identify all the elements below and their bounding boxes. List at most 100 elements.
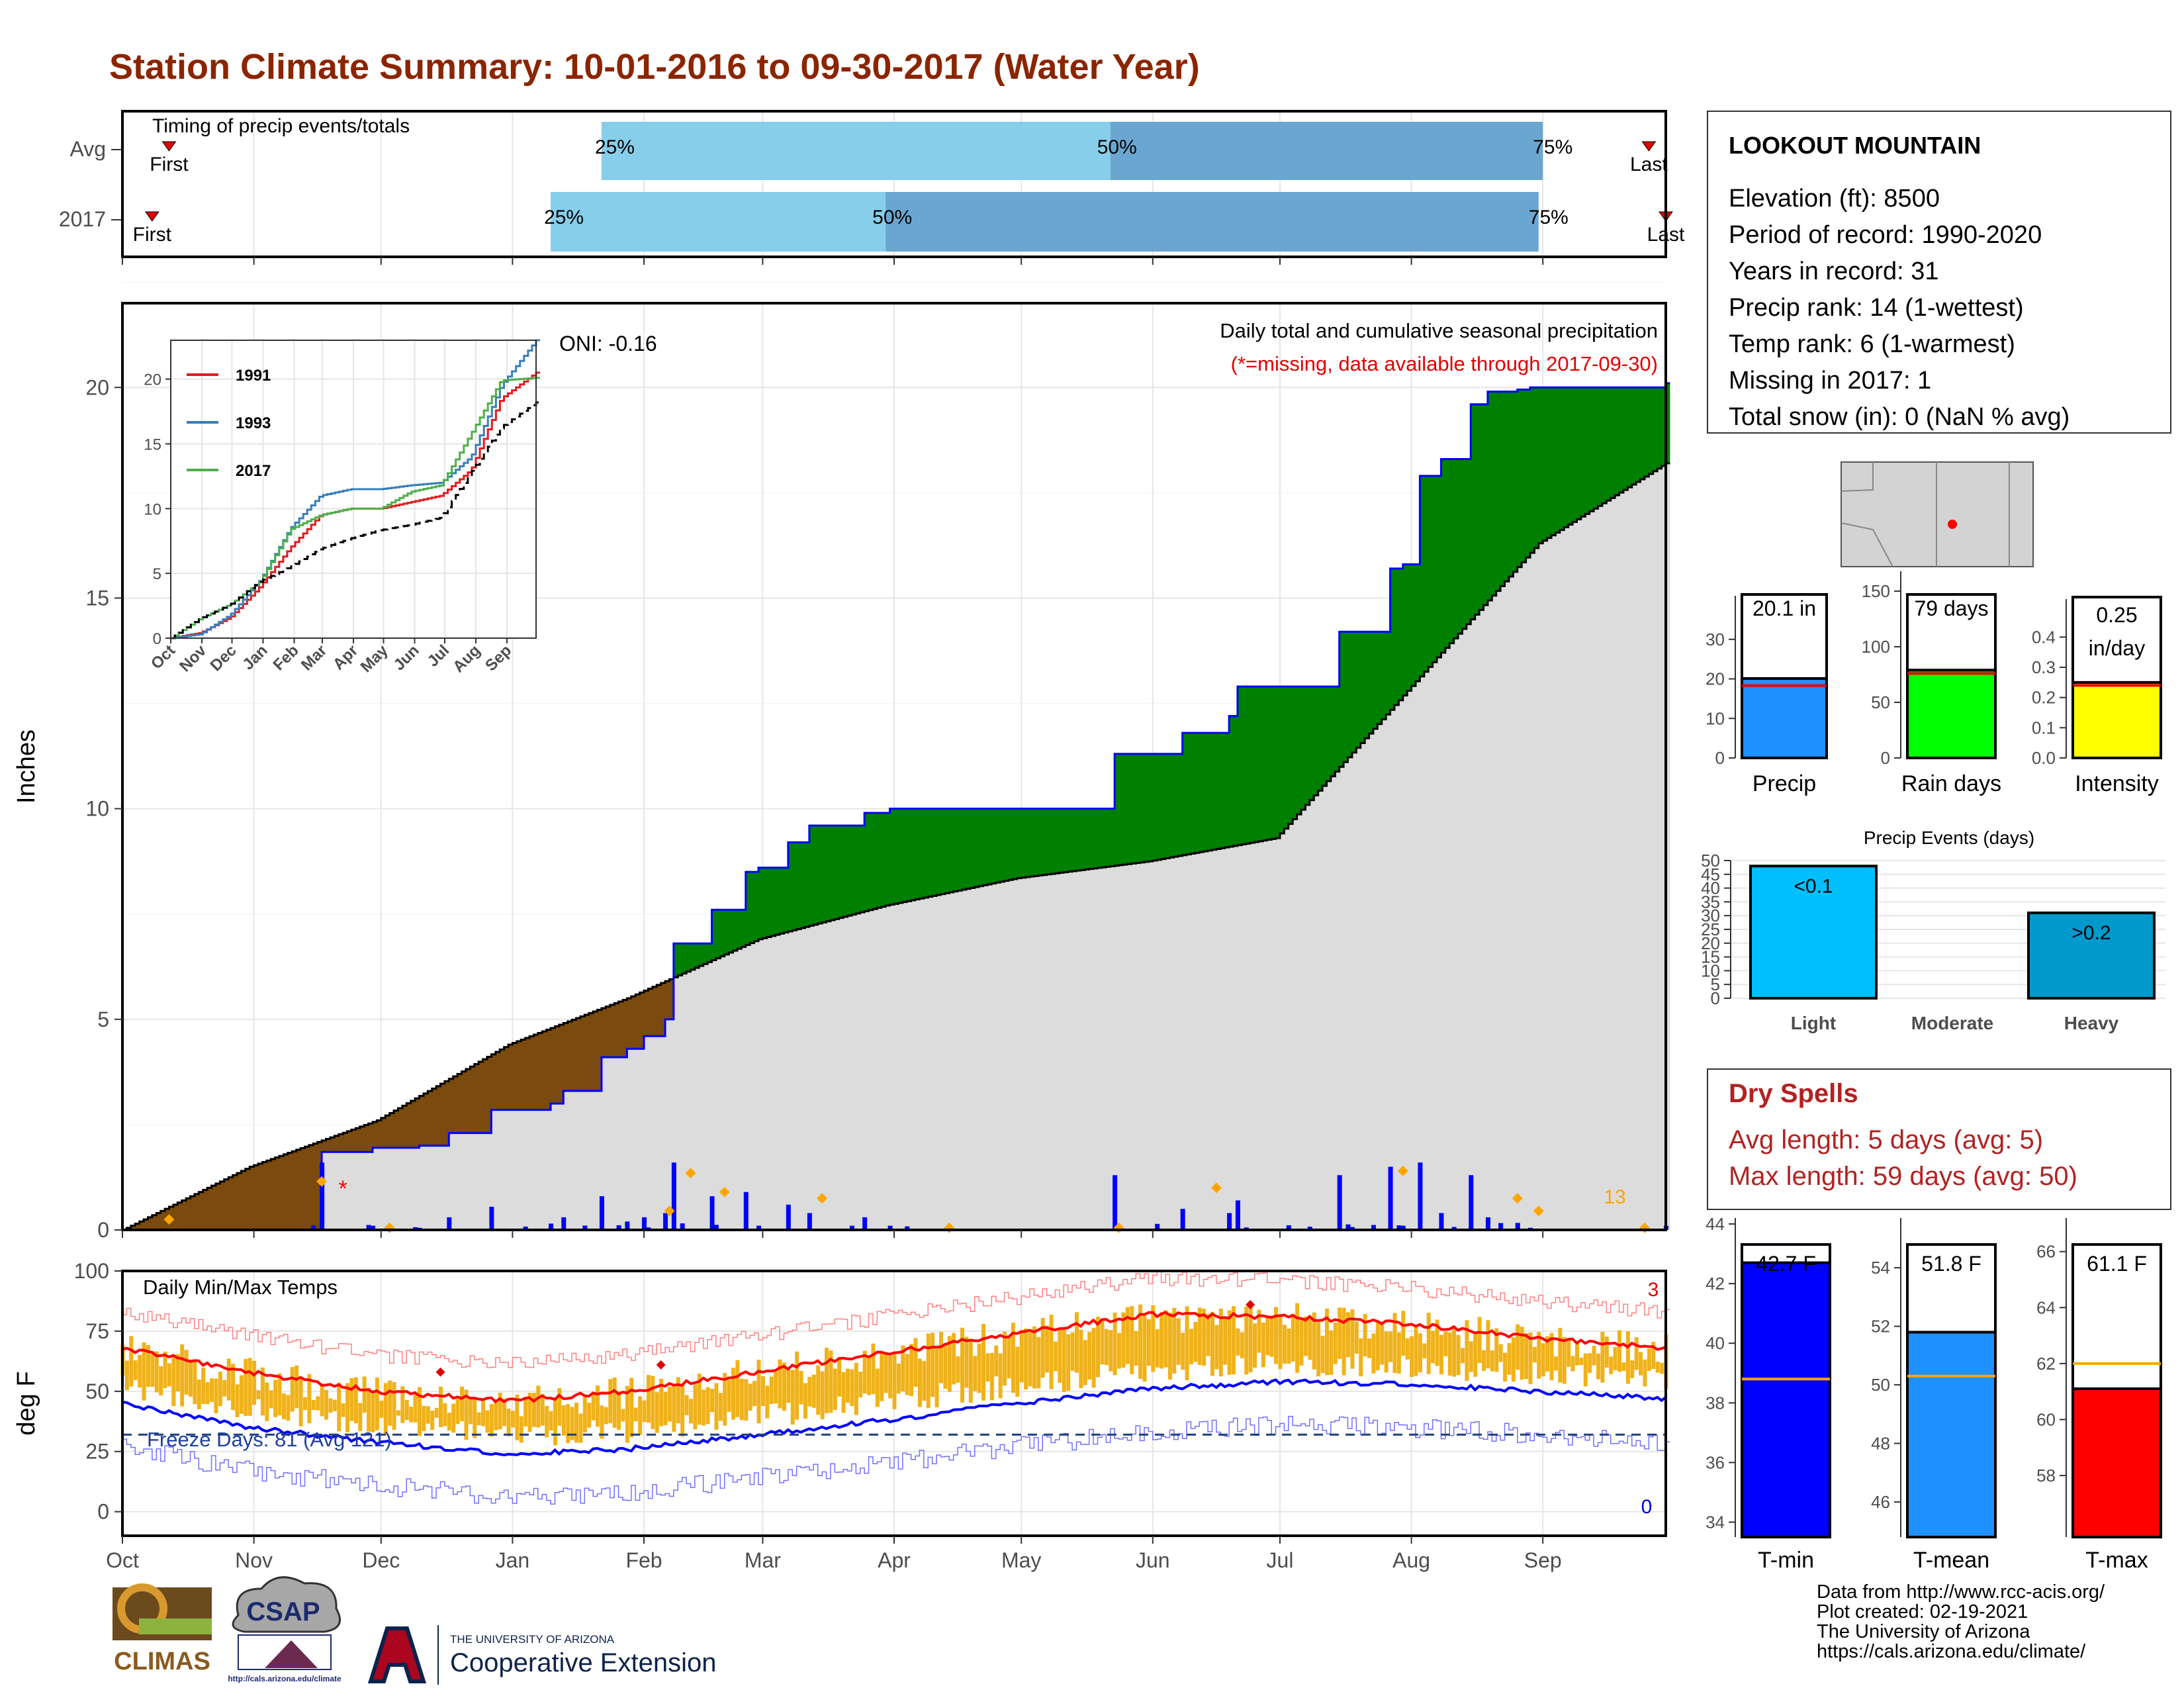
daily-temp-bar <box>1338 1307 1342 1359</box>
daily-temp-bar <box>197 1380 201 1410</box>
daily-temp-bar <box>807 1376 812 1407</box>
daily-temp-bar <box>362 1376 367 1413</box>
daily-temp-bar <box>273 1380 278 1417</box>
stat-ytick-label: 0.3 <box>2032 657 2056 677</box>
temp-stat-ytick-label: 54 <box>1871 1258 1890 1278</box>
stat-value-text: 20.1 in <box>1752 596 1816 620</box>
daily-temp-bar <box>371 1391 375 1432</box>
daily-precip-bar <box>756 1225 761 1230</box>
credit-line: https://cals.arizona.edu/climate/ <box>1817 1641 2086 1662</box>
daily-precip-bar <box>1498 1223 1504 1230</box>
daily-temp-bar <box>1579 1358 1584 1366</box>
daily-temp-bar <box>1287 1328 1291 1364</box>
daily-temp-bar <box>1138 1304 1143 1379</box>
credit-line: Plot created: 02-19-2021 <box>1817 1601 2028 1622</box>
inset-series-line <box>171 401 541 639</box>
daily-temp-bar <box>1163 1310 1168 1368</box>
last-marker <box>1641 141 1657 152</box>
precip-caption: Daily total and cumulative seasonal prec… <box>1220 319 1658 342</box>
daily-temp-bar <box>400 1386 405 1423</box>
daily-temp-bar <box>295 1365 299 1409</box>
stat-bar-label: Intensity <box>2075 771 2159 796</box>
temp-value-text: 51.8 F <box>1921 1252 1981 1276</box>
daily-temp-bar <box>553 1397 557 1446</box>
daily-temp-bar <box>1380 1324 1385 1365</box>
daily-temp-bar <box>163 1351 167 1388</box>
daily-precip-bar <box>582 1225 588 1230</box>
csap-mountain <box>265 1640 318 1668</box>
daily-temp-bar <box>1324 1308 1329 1376</box>
temp-stat-ytick-label: 52 <box>1871 1317 1890 1336</box>
daily-temp-bar <box>1109 1330 1113 1372</box>
event-bar-label: <0.1 <box>1794 875 1833 897</box>
station-info-box <box>1707 111 2171 434</box>
daily-temp-bar <box>1223 1319 1228 1365</box>
stat-ytick-label: 150 <box>1862 581 1890 601</box>
daily-temp-bar <box>413 1395 418 1423</box>
daily-temp-bar <box>884 1352 888 1393</box>
temp-stat-ytick-label: 42 <box>1706 1274 1725 1293</box>
inset-series-line <box>171 339 541 639</box>
daily-temp-bar <box>1032 1326 1036 1389</box>
daily-temp-bar <box>265 1382 269 1421</box>
daily-temp-bar <box>1202 1309 1206 1366</box>
daily-temp-bar <box>799 1370 803 1405</box>
daily-temp-bar <box>1405 1338 1410 1360</box>
daily-precip-bar <box>1235 1200 1240 1230</box>
daily-temp-bar <box>311 1400 316 1411</box>
daily-temp-bar <box>1299 1319 1304 1366</box>
events-ytick-label: 5 <box>1711 974 1720 994</box>
missing-marker: * <box>339 1176 347 1201</box>
daily-temp-bar <box>981 1323 986 1401</box>
daily-temp-bar <box>693 1384 698 1430</box>
daily-temp-bar <box>1248 1307 1253 1373</box>
daily-temp-bar <box>1329 1330 1334 1375</box>
daily-temp-bar <box>477 1412 481 1426</box>
daily-temp-bar <box>1218 1308 1223 1377</box>
temp-panel-label: Daily Min/Max Temps <box>143 1276 338 1299</box>
daily-temp-bar <box>985 1353 990 1382</box>
daily-temp-bar <box>735 1360 740 1417</box>
daily-temp-bar <box>1375 1321 1380 1370</box>
daily-temp-bar <box>1074 1312 1079 1373</box>
precip-ytick-label: 20 <box>85 375 109 399</box>
month-label: Jan <box>496 1548 530 1572</box>
daily-temp-bar <box>252 1360 257 1405</box>
daily-temp-bar <box>1465 1320 1469 1382</box>
daily-temp-bar <box>218 1372 222 1407</box>
daily-temp-bar <box>324 1389 329 1420</box>
daily-temp-bar <box>316 1396 320 1411</box>
daily-precip-bar <box>680 1223 685 1230</box>
daily-temp-bar <box>1333 1322 1338 1364</box>
freeze-days-label: Freeze Days: 81 (Avg 121) <box>147 1428 392 1451</box>
temp-ytick-label: 100 <box>74 1259 109 1283</box>
daily-temp-bar <box>1214 1325 1219 1370</box>
daily-precip-bar <box>1345 1224 1351 1230</box>
daily-temp-bar <box>1600 1331 1605 1383</box>
stat-value-bar <box>2071 680 2162 759</box>
event-category-label: Heavy <box>2064 1013 2119 1033</box>
daily-temp-bar <box>171 1356 176 1407</box>
temp-stat-ytick-label: 40 <box>1706 1333 1725 1353</box>
daily-temp-bar <box>867 1356 872 1395</box>
daily-temp-bar <box>1028 1331 1032 1387</box>
daily-temp-bar <box>1155 1329 1160 1368</box>
heavy-event-marker <box>719 1186 730 1197</box>
daily-precip-bar <box>413 1227 418 1230</box>
temp-value-bar <box>1741 1261 1831 1538</box>
heavy-event-marker <box>817 1193 828 1204</box>
daily-temp-bar <box>960 1327 965 1403</box>
daily-temp-bar <box>1232 1306 1236 1375</box>
daily-temp-bar <box>417 1387 422 1436</box>
daily-temp-bar <box>502 1398 507 1427</box>
daily-temp-bar <box>1516 1324 1520 1370</box>
daily-temp-bar <box>1604 1336 1609 1368</box>
logo-strip <box>113 1576 439 1685</box>
daily-precip-bar <box>370 1225 375 1230</box>
daily-temp-bar <box>625 1385 629 1443</box>
temp-stat-ytick-label: 66 <box>2036 1242 2056 1262</box>
temp-stat-ytick-label: 60 <box>2036 1409 2056 1429</box>
daily-precip-bar <box>887 1225 893 1230</box>
daily-temp-bar <box>1142 1315 1147 1382</box>
daily-temp-bar <box>1447 1332 1452 1376</box>
